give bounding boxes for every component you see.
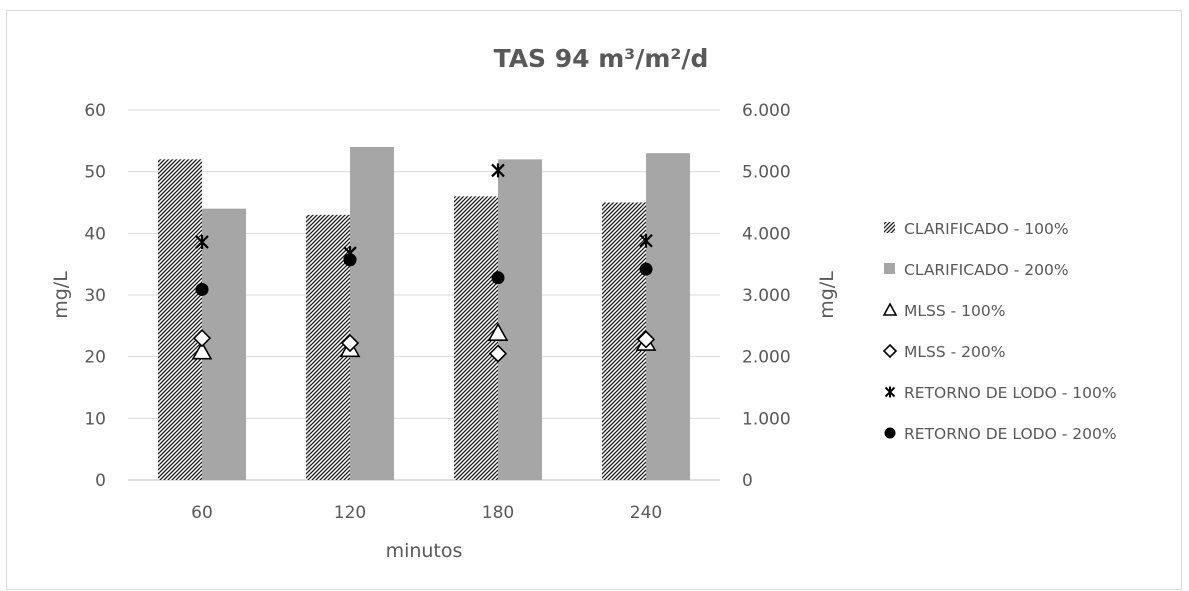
marker-point xyxy=(343,253,357,267)
marker-point xyxy=(639,262,653,276)
marker-point xyxy=(340,333,360,353)
y-tick-label: 20 xyxy=(84,348,106,368)
y-axis-right: 0 1.000 2.000 3.000 4.000 5.000 6.000 xyxy=(742,101,791,491)
y-axis-left: 0 10 20 30 40 50 60 xyxy=(84,101,106,491)
legend-label: MLSS - 200% xyxy=(904,343,1005,361)
x-tick-label: 180 xyxy=(482,503,514,523)
legend-swatch xyxy=(884,386,896,398)
legend-swatch xyxy=(882,302,898,316)
chart-title: TAS 94 m³/m²/d xyxy=(494,44,709,73)
y-axis-title-right: mg/L xyxy=(816,271,838,319)
y2-tick-label: 5.000 xyxy=(742,163,791,183)
marker-point xyxy=(192,329,212,348)
legend: CLARIFICADO - 100% CLARIFICADO - 200% MLSS… xyxy=(882,220,1117,443)
legend-swatch xyxy=(884,427,896,439)
marker-point xyxy=(487,322,509,342)
x-axis: 60 120 180 240 xyxy=(191,503,662,523)
markers xyxy=(191,163,657,363)
y2-tick-label: 2.000 xyxy=(742,348,791,368)
marker-point xyxy=(191,341,213,360)
marker-point xyxy=(195,282,209,296)
marker-point xyxy=(488,344,508,363)
bar xyxy=(306,214,350,481)
bars xyxy=(158,147,690,481)
legend-label: MLSS - 100% xyxy=(904,302,1005,320)
marker-point xyxy=(491,271,505,285)
legend-label: RETORNO DE LODO - 200% xyxy=(904,425,1117,443)
bar xyxy=(646,153,690,480)
legend-label: CLARIFICADO - 200% xyxy=(904,261,1069,279)
marker-point xyxy=(636,330,656,349)
legend-label: CLARIFICADO - 100% xyxy=(904,220,1069,238)
bar xyxy=(498,159,542,481)
legend-label: RETORNO DE LODO - 100% xyxy=(904,384,1117,402)
y2-tick-label: 4.000 xyxy=(742,224,791,244)
x-tick-label: 240 xyxy=(630,503,662,523)
x-tick-label: 60 xyxy=(191,503,213,523)
legend-swatch xyxy=(884,222,895,233)
bar xyxy=(202,208,246,480)
y-axis-title-left: mg/L xyxy=(50,271,72,319)
y-tick-label: 60 xyxy=(84,101,106,121)
y-tick-label: 40 xyxy=(84,224,106,244)
legend-swatch xyxy=(884,263,895,274)
marker-point xyxy=(639,233,653,248)
x-axis-title: minutos xyxy=(386,540,463,562)
marker-point xyxy=(195,234,209,249)
y-tick-label: 10 xyxy=(84,409,106,429)
bar xyxy=(602,202,646,480)
y-tick-label: 50 xyxy=(84,163,106,183)
bar xyxy=(350,147,394,480)
y-tick-label: 0 xyxy=(95,471,106,491)
bar xyxy=(158,159,202,481)
x-tick-label: 120 xyxy=(334,503,366,523)
y2-tick-label: 1.000 xyxy=(742,409,791,429)
y-tick-label: 30 xyxy=(84,286,106,306)
y2-tick-label: 3.000 xyxy=(742,286,791,306)
y2-tick-label: 0 xyxy=(742,471,753,491)
legend-swatch xyxy=(882,343,898,359)
y2-tick-label: 6.000 xyxy=(742,101,791,121)
marker-point xyxy=(491,163,505,178)
